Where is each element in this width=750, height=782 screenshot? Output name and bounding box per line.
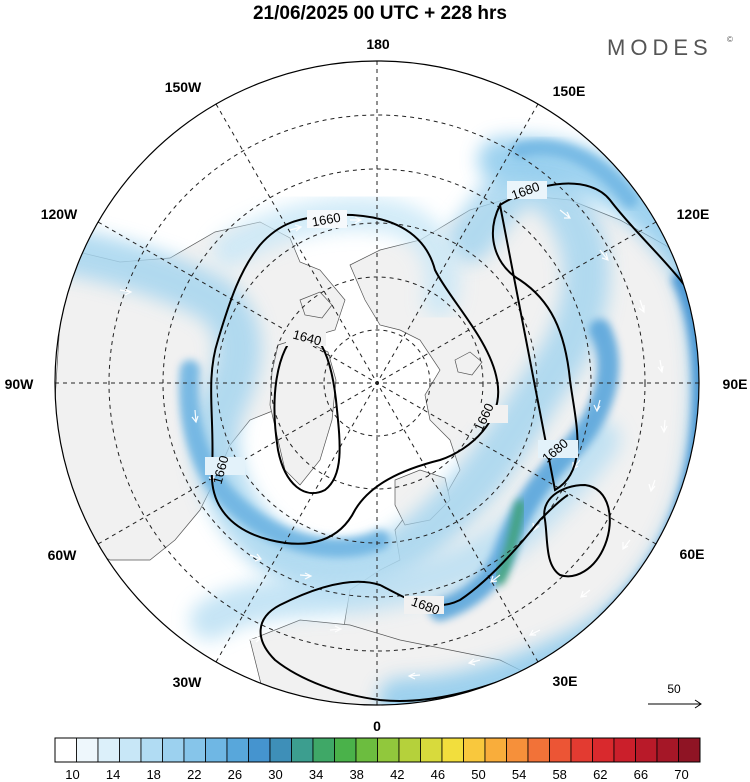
lon-label-150w: 150W <box>165 79 202 95</box>
colorbar-tick-label: 30 <box>268 767 282 782</box>
modes-logo: MODES © <box>607 35 733 60</box>
wind-vectors <box>119 139 668 680</box>
svg-text:©: © <box>727 35 733 44</box>
colorbar-cell <box>119 737 142 763</box>
colorbar-cell <box>377 737 400 763</box>
colorbar-cells <box>54 737 701 763</box>
colorbar-cell <box>269 737 292 763</box>
jet-core-west <box>179 360 390 558</box>
lon-label-120w: 120W <box>41 206 78 222</box>
colorbar-cell <box>656 737 679 763</box>
colorbar-cell <box>226 737 249 763</box>
colorbar-cell <box>183 737 206 763</box>
colorbar-tick-label: 34 <box>309 767 323 782</box>
colorbar-cell <box>484 737 507 763</box>
longitude-labels: 180 150E 120E 90E 60E 30E 0 30W 60W 90W … <box>5 36 748 734</box>
colorbar-cell <box>291 737 314 763</box>
contour-1640 <box>273 328 341 495</box>
jet-band-inner <box>213 196 460 317</box>
colorbar-cell <box>613 737 636 763</box>
colorbar-cell <box>76 737 99 763</box>
map-boundary <box>54 60 700 706</box>
colorbar-tick-label: 70 <box>674 767 688 782</box>
colorbar-tick-label: 26 <box>228 767 242 782</box>
jet-core-ne <box>512 139 638 208</box>
colorbar-cell <box>140 737 163 763</box>
lon-label-120e: 120E <box>677 206 710 222</box>
colorbar-cell <box>97 737 120 763</box>
lon-label-0: 0 <box>373 718 381 734</box>
colorbar-tick-label: 38 <box>349 767 363 782</box>
colorbar-cell <box>570 737 593 763</box>
colorbar-cell <box>463 737 486 763</box>
colorbar-tick-label: 22 <box>187 767 201 782</box>
contour-labels: 1640 1660 1660 1660 1680 1680 1680 <box>205 179 578 618</box>
svg-text:MODES: MODES <box>607 35 713 60</box>
reference-vector-label: 50 <box>667 682 681 696</box>
colorbar-cell <box>527 737 550 763</box>
contour-label-1640: 1640 <box>291 327 323 349</box>
arrow-right-icon <box>648 699 702 709</box>
colorbar-cell <box>355 737 378 763</box>
jet-band-outer <box>55 160 610 594</box>
lon-label-150e: 150E <box>553 83 586 99</box>
colorbar-frame <box>54 737 701 763</box>
colorbar-cell <box>248 737 271 763</box>
colorbar-cell <box>441 737 464 763</box>
reference-vector: 50 <box>648 682 702 709</box>
colorbar-tick-label: 58 <box>552 767 566 782</box>
colorbar-tick-label: 42 <box>390 767 404 782</box>
colorbar: 10 14 18 22 26 30 34 38 42 46 50 54 58 62 66 70 <box>54 737 701 782</box>
contour-1660 <box>210 213 500 545</box>
contour-label-1660-north: 1660 <box>311 210 342 230</box>
lon-label-180: 180 <box>366 36 390 52</box>
colorbar-cell <box>162 737 185 763</box>
colorbar-tick-label: 46 <box>431 767 445 782</box>
colorbar-cell <box>205 737 228 763</box>
colorbar-tick-label: 66 <box>634 767 648 782</box>
colorbar-cell <box>398 737 421 763</box>
contour-label-1660-west: 1660 <box>210 454 232 486</box>
lon-label-90e: 90E <box>723 376 748 392</box>
colorbar-cell <box>420 737 443 763</box>
colorbar-tick-label: 14 <box>106 767 120 782</box>
colorbar-tick-label: 54 <box>512 767 526 782</box>
colorbar-tick-label: 50 <box>471 767 485 782</box>
lon-label-30e: 30E <box>553 673 578 689</box>
colorbar-cell <box>334 737 357 763</box>
jet-core-east <box>429 319 619 621</box>
colorbar-cell <box>635 737 658 763</box>
colorbar-cell <box>678 737 701 763</box>
lon-label-60e: 60E <box>680 546 705 562</box>
lon-label-60w: 60W <box>48 547 78 563</box>
arctic-islands <box>299 291 483 376</box>
colorbar-tick-label: 18 <box>146 767 160 782</box>
colorbar-tick-label: 62 <box>593 767 607 782</box>
jet-core-max <box>495 500 525 585</box>
colorbar-cell <box>549 737 572 763</box>
jet-band-south <box>190 420 620 640</box>
colorbar-labels: 10 14 18 22 26 30 34 38 42 46 50 54 58 62 66 70 <box>65 767 688 782</box>
colorbar-cell <box>506 737 529 763</box>
lon-label-30w: 30W <box>173 674 203 690</box>
colorbar-cell <box>312 737 335 763</box>
lon-label-90w: 90W <box>5 376 35 392</box>
map-title: 21/06/2025 00 UTC + 228 hrs <box>253 3 507 24</box>
colorbar-cell <box>592 737 615 763</box>
contour-1680-closed <box>543 483 611 578</box>
colorbar-tick-label: 10 <box>65 767 79 782</box>
colorbar-cell <box>54 737 77 763</box>
